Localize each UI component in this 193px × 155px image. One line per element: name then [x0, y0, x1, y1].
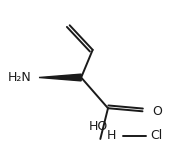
Text: H₂N: H₂N: [8, 71, 31, 84]
Text: HO: HO: [89, 120, 108, 133]
Text: H: H: [106, 129, 116, 142]
Text: Cl: Cl: [150, 129, 162, 142]
Text: O: O: [152, 105, 162, 118]
Polygon shape: [39, 74, 81, 81]
